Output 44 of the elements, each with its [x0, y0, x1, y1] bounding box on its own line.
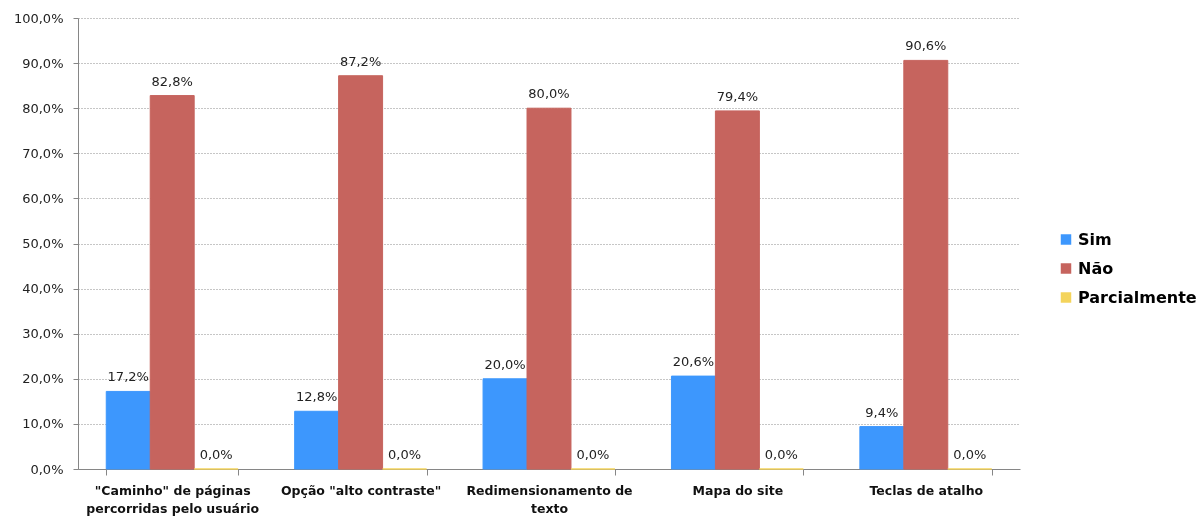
y-tick-label: 20,0%: [22, 371, 64, 387]
y-tick-label: 50,0%: [22, 236, 64, 251]
bar: [338, 75, 384, 470]
data-label: 20,6%: [672, 354, 715, 370]
data-label: 17,2%: [107, 369, 149, 385]
legend-label: Parcialmente: [1078, 287, 1197, 307]
data-label: 20,0%: [484, 356, 526, 372]
y-tick-label: 60,0%: [22, 190, 64, 206]
data-label: 0,0%: [953, 447, 987, 462]
data-label: 80,0%: [528, 86, 570, 102]
bar: [714, 110, 760, 470]
y-tick-label: 30,0%: [22, 326, 64, 342]
x-tick-label: "Caminho" de páginas percorridas pelo usuário: [86, 482, 260, 516]
x-tick-label: Redimensionamento de texto: [466, 482, 633, 516]
y-tick-label: 70,0%: [22, 145, 64, 161]
y-tick-label: 90,0%: [22, 55, 64, 71]
legend-label: Não: [1078, 258, 1114, 278]
data-label: 90,6%: [905, 38, 947, 54]
data-label: 0,0%: [388, 447, 422, 462]
data-label: 0,0%: [764, 447, 798, 462]
bar: [526, 107, 572, 470]
bar: [903, 59, 949, 470]
y-tick-label: 100,0%: [13, 10, 64, 26]
bar: [149, 95, 195, 470]
data-label: 9,4%: [865, 404, 899, 420]
y-tick-label: 80,0%: [22, 100, 64, 116]
bar: [482, 378, 528, 470]
data-label: 12,8%: [295, 389, 338, 405]
bar: [670, 375, 716, 470]
bar: [859, 426, 905, 470]
y-tick-label: 0,0%: [30, 461, 64, 477]
bar: [294, 410, 340, 470]
y-tick-label: 10,0%: [22, 416, 64, 432]
bar: [105, 390, 151, 470]
data-label: 82,8%: [151, 73, 193, 89]
x-tick-label: Opção "alto contraste": [280, 482, 442, 498]
x-tick-label: Mapa do site: [692, 482, 784, 498]
data-label: 0,0%: [199, 447, 233, 462]
data-label: 0,0%: [576, 447, 610, 462]
data-label: 79,4%: [716, 88, 759, 104]
data-label: 87,2%: [339, 53, 382, 69]
y-tick-label: 40,0%: [22, 281, 64, 297]
legend-label: Sim: [1078, 229, 1112, 249]
x-tick-label: Teclas de atalho: [869, 482, 984, 498]
